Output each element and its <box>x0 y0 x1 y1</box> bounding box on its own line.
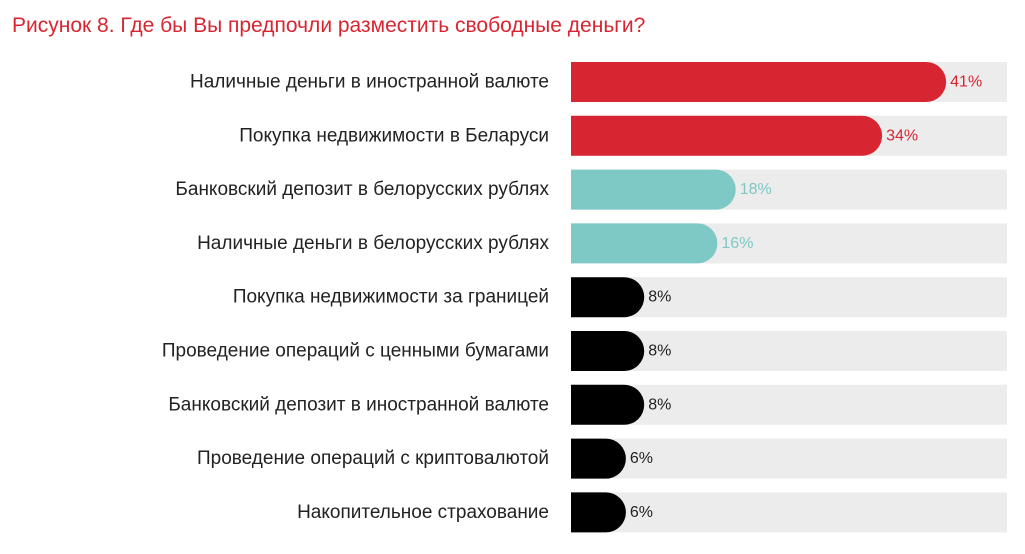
bar <box>571 62 947 102</box>
value-label: 8% <box>648 343 671 360</box>
value-label: 34% <box>886 127 918 144</box>
bar <box>571 438 626 479</box>
bar <box>571 331 645 371</box>
category-label: Покупка недвижимости за границей <box>233 287 549 308</box>
bar <box>571 277 645 318</box>
category-label: Наличные деньги в белорусских рублях <box>197 233 549 254</box>
category-label: Наличные деньги в иностранной валюте <box>190 72 549 93</box>
bar <box>571 115 883 156</box>
category-label: Покупка недвижимости в Беларуси <box>239 125 549 146</box>
category-label: Проведение операций с криптовалютой <box>197 448 549 469</box>
bar <box>571 169 736 210</box>
category-label: Банковский депозит в иностранной валюте <box>168 394 549 415</box>
bar-track <box>571 492 1007 533</box>
value-label: 16% <box>721 235 753 252</box>
category-label: Банковский депозит в белорусских рублях <box>175 179 549 200</box>
bar <box>571 492 626 533</box>
category-label: Накопительное страхование <box>297 502 549 523</box>
value-label: 18% <box>740 181 772 198</box>
bar <box>571 384 645 425</box>
bar <box>571 223 718 264</box>
chart-title: Рисунок 8. Где бы Вы предпочли разместит… <box>12 14 646 37</box>
category-label: Проведение операций с ценными бумагами <box>162 341 549 362</box>
value-label: 41% <box>950 74 982 91</box>
value-label: 6% <box>630 450 653 467</box>
value-label: 8% <box>648 396 671 413</box>
value-label: 8% <box>648 289 671 306</box>
value-label: 6% <box>630 504 653 521</box>
bar-track <box>571 438 1007 479</box>
